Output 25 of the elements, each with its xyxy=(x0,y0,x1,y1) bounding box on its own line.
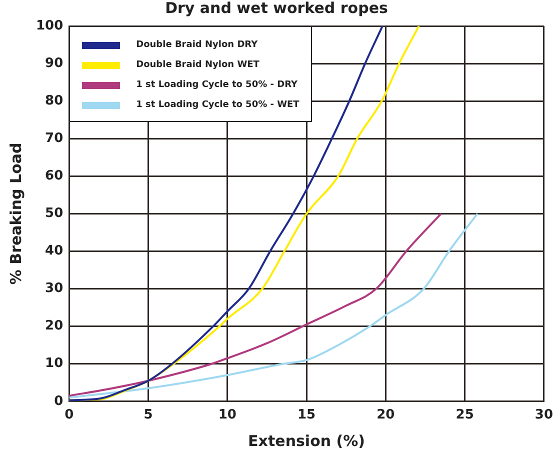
y-tick-label: 60 xyxy=(45,168,64,184)
legend-label: 1 st Loading Cycle to 50% - WET xyxy=(136,100,300,110)
x-tick-label: 10 xyxy=(218,408,236,423)
y-tick-label: 0 xyxy=(54,394,64,409)
x-tick-label: 0 xyxy=(64,408,74,423)
y-tick-label: 100 xyxy=(36,18,64,34)
y-tick-label: 50 xyxy=(45,206,64,222)
y-tick-label: 30 xyxy=(45,281,64,296)
y-tick-label: 90 xyxy=(45,56,64,71)
x-axis-title: Extension (%) xyxy=(248,432,366,450)
legend-label: Double Braid Nylon WET xyxy=(136,60,260,70)
x-tick-label: 25 xyxy=(456,408,474,423)
y-tick-label: 10 xyxy=(45,356,64,372)
y-tick-label: 80 xyxy=(45,93,64,108)
y-tick-label: 20 xyxy=(45,318,64,334)
legend-label: 1 st Loading Cycle to 50% - DRY xyxy=(136,80,298,90)
y-axis-title: % Breaking Load xyxy=(6,142,25,285)
y-tick-label: 70 xyxy=(45,130,64,146)
legend-label: Double Braid Nylon DRY xyxy=(136,40,258,50)
x-tick-label: 15 xyxy=(298,408,316,423)
chart-title: Dry and wet worked ropes xyxy=(165,0,388,17)
x-tick-label: 5 xyxy=(144,408,153,423)
x-tick-label: 20 xyxy=(376,408,395,423)
y-tick-label: 40 xyxy=(45,244,64,259)
x-tick-label: 30 xyxy=(534,408,553,423)
